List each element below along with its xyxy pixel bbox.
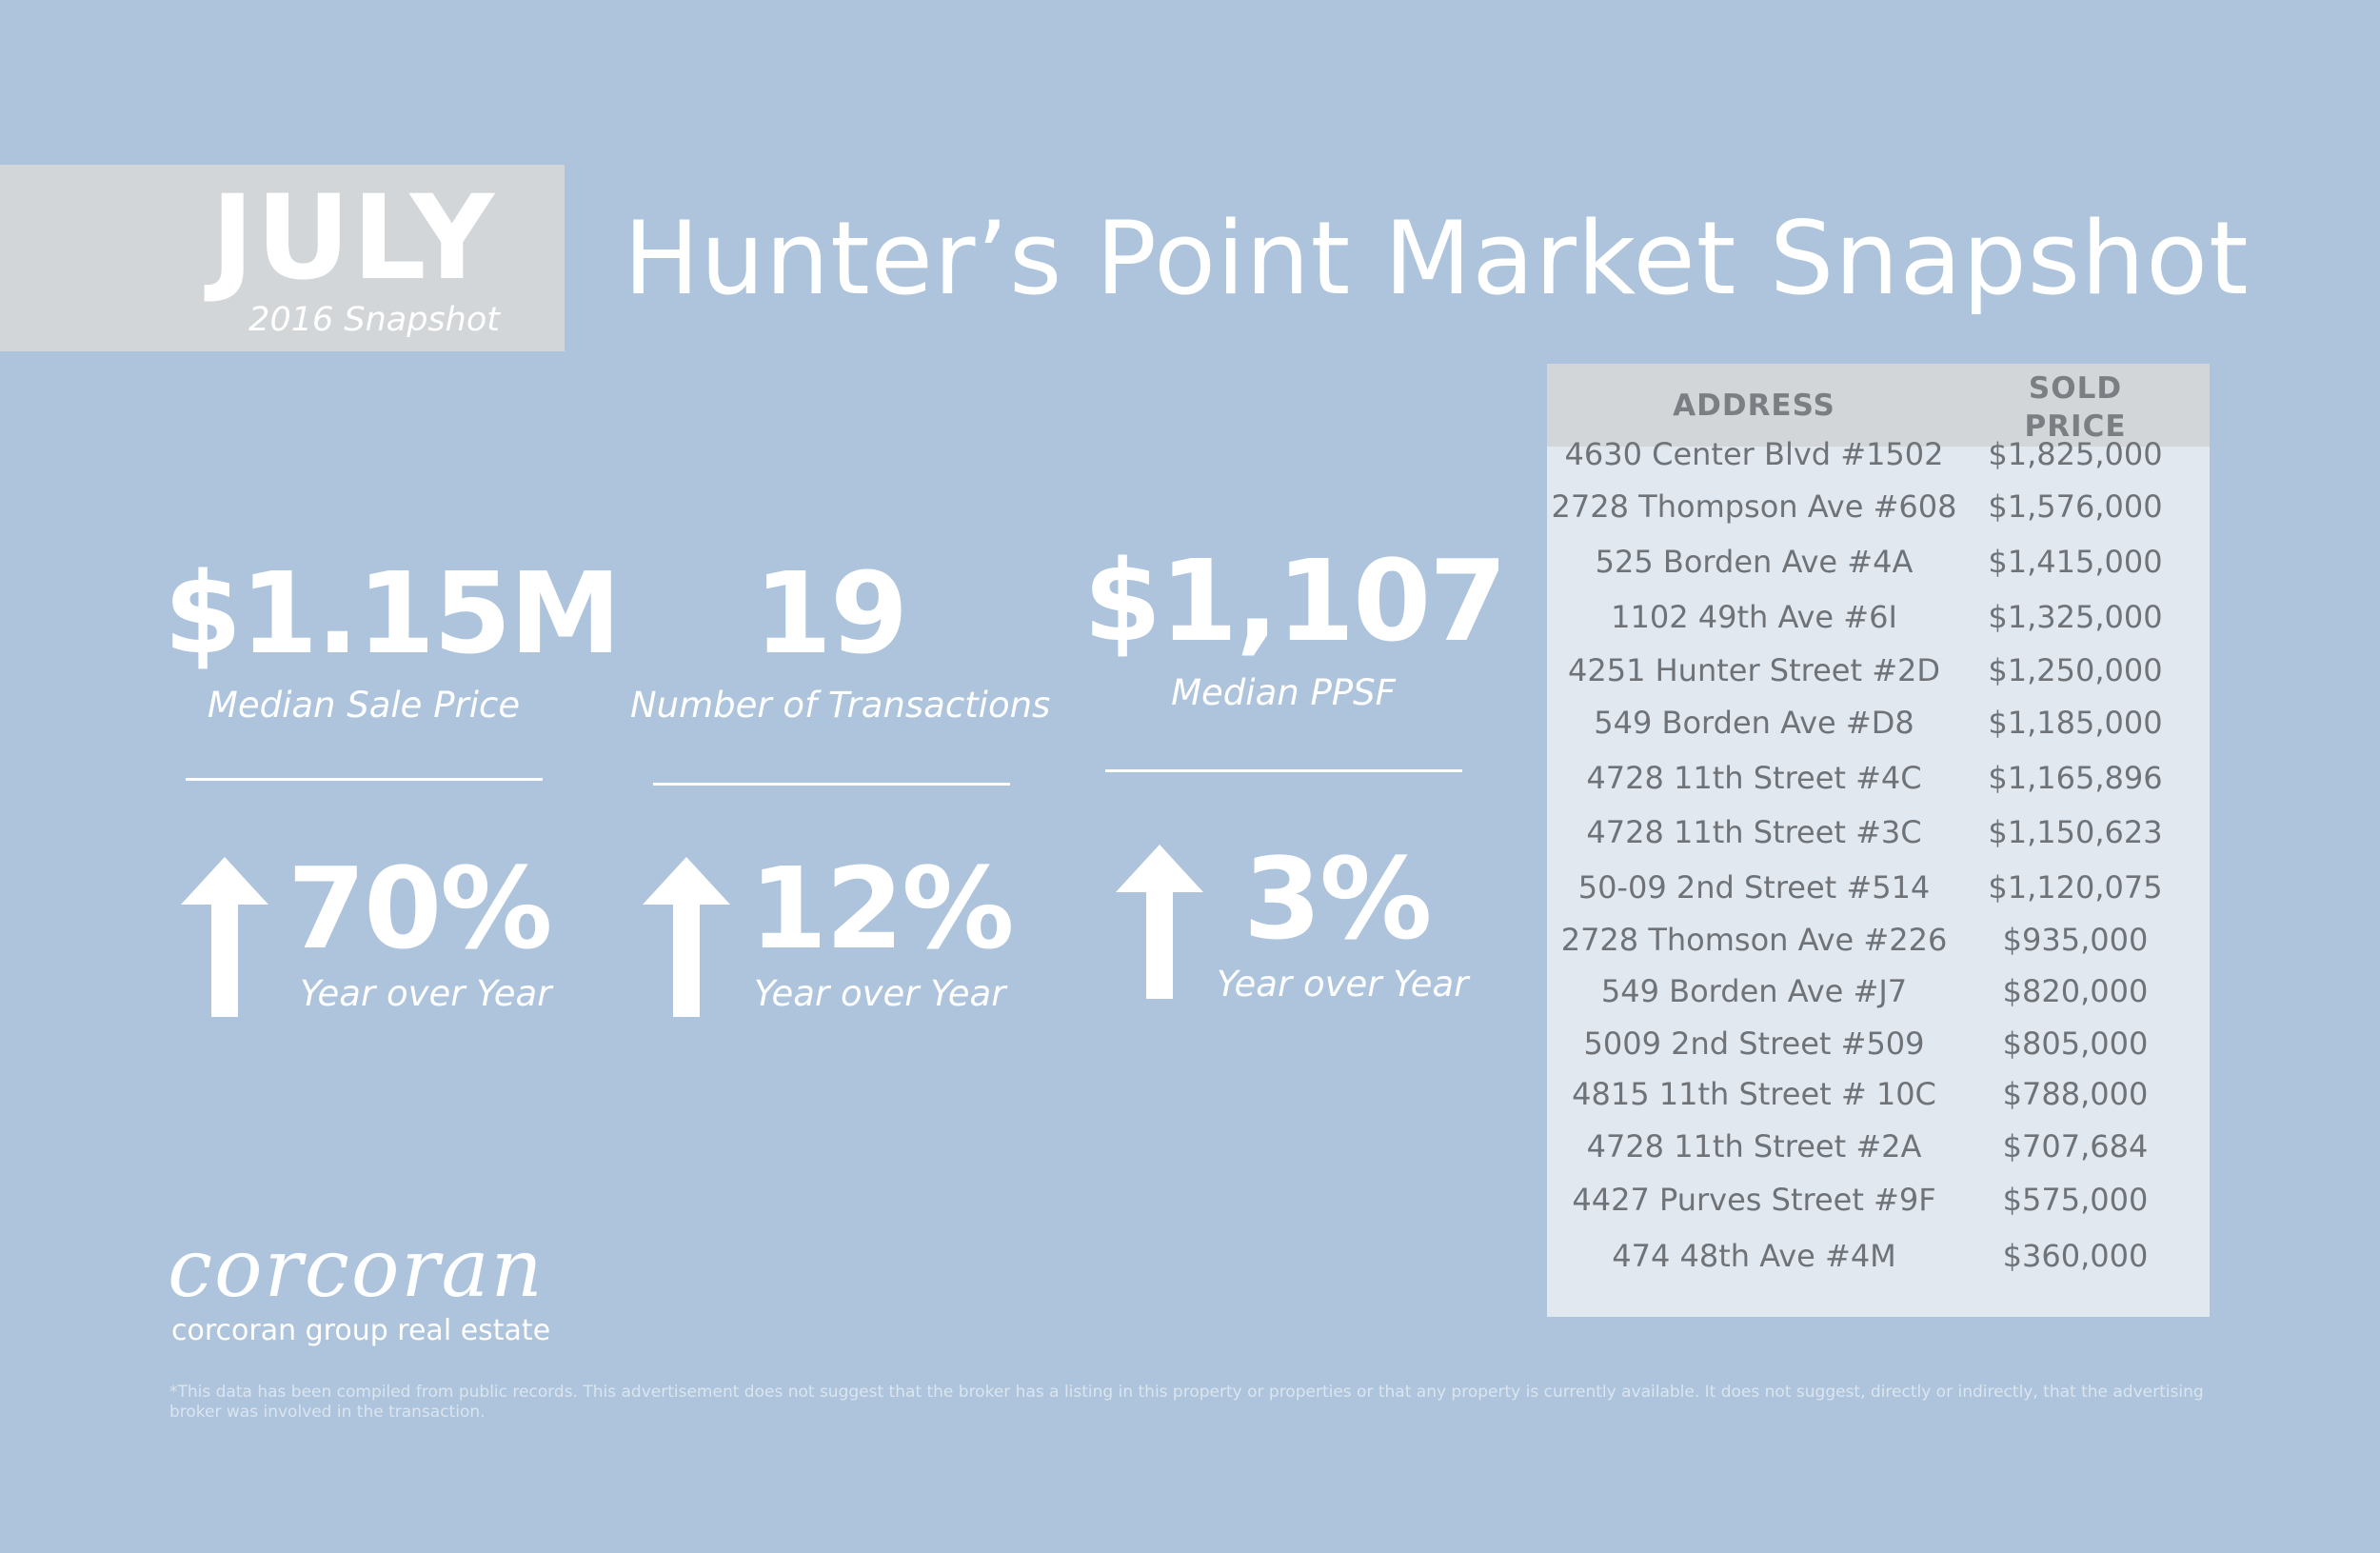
yoy-value: 70% bbox=[288, 843, 552, 974]
stat-value: $1,107 bbox=[1083, 535, 1507, 667]
yoy-value: 3% bbox=[1243, 833, 1432, 965]
table-row: 5009 2nd Street #509 $805,000 bbox=[1547, 1025, 2210, 1064]
month-subtitle: 2016 Snapshot bbox=[248, 301, 500, 339]
stat-value: $1.15M bbox=[164, 548, 622, 679]
cell-price: $935,000 bbox=[2002, 922, 2149, 958]
cell-price: $1,250,000 bbox=[1988, 652, 2163, 688]
table-row: 4728 11th Street #3C $1,150,623 bbox=[1547, 814, 2210, 852]
stat-label: Number of Transactions bbox=[630, 685, 1051, 726]
cell-address: 5009 2nd Street #509 bbox=[1583, 1025, 1925, 1062]
cell-address: 4630 Center Blvd #1502 bbox=[1564, 436, 1944, 472]
table-row: 4251 Hunter Street #2D $1,250,000 bbox=[1547, 652, 2210, 690]
page-title: Hunter’s Point Market Snapshot bbox=[624, 200, 2250, 317]
table-row: 525 Borden Ave #4A $1,415,000 bbox=[1547, 544, 2210, 582]
cell-price: $1,576,000 bbox=[1988, 488, 2163, 525]
table-row: 1102 49th Ave #6I $1,325,000 bbox=[1547, 599, 2210, 637]
yoy-transactions: 12% Year over Year bbox=[643, 852, 1023, 1024]
cell-address: 474 48th Ave #4M bbox=[1612, 1238, 1896, 1274]
cell-address: 549 Borden Ave #J7 bbox=[1600, 973, 1908, 1009]
cell-price: $820,000 bbox=[2002, 973, 2149, 1009]
cell-address: 4728 11th Street #3C bbox=[1586, 814, 1922, 850]
cell-price: $805,000 bbox=[2002, 1025, 2149, 1062]
table-row: 2728 Thompson Ave #608 $1,576,000 bbox=[1547, 488, 2210, 527]
corcoran-logo: corcoran bbox=[168, 1222, 545, 1315]
cell-address: 50-09 2nd Street #514 bbox=[1577, 869, 1931, 906]
table-row: 4728 11th Street #4C $1,165,896 bbox=[1547, 760, 2210, 798]
yoy-label: Year over Year bbox=[754, 973, 1006, 1014]
cell-address: 4251 Hunter Street #2D bbox=[1567, 652, 1940, 688]
column-header-price-line2: PRICE bbox=[2024, 409, 2127, 444]
cell-address: 2728 Thomson Ave #226 bbox=[1560, 922, 1948, 958]
cell-price: $1,415,000 bbox=[1988, 544, 2163, 580]
disclaimer: *This data has been compiled from public… bbox=[169, 1383, 2204, 1422]
sales-table: ADDRESS SOLD PRICE 4630 Center Blvd #150… bbox=[1547, 364, 2210, 1317]
cell-price: $1,150,623 bbox=[1988, 814, 2163, 850]
divider bbox=[1105, 769, 1462, 772]
table-row: 2728 Thomson Ave #226 $935,000 bbox=[1547, 922, 2210, 960]
arrow-up-icon bbox=[181, 857, 268, 1017]
cell-address: 549 Borden Ave #D8 bbox=[1594, 705, 1914, 741]
table-row: 474 48th Ave #4M $360,000 bbox=[1547, 1238, 2210, 1276]
column-header-price-line1: SOLD bbox=[2028, 371, 2123, 406]
cell-address: 4427 Purves Street #9F bbox=[1572, 1182, 1936, 1218]
cell-price: $360,000 bbox=[2002, 1238, 2149, 1274]
arrow-up-icon bbox=[643, 857, 730, 1017]
divider bbox=[186, 778, 543, 781]
cell-price: $1,825,000 bbox=[1988, 436, 2163, 472]
cell-address: 4728 11th Street #4C bbox=[1586, 760, 1922, 796]
yoy-value: 12% bbox=[749, 843, 1014, 974]
table-row: 4815 11th Street # 10C $788,000 bbox=[1547, 1076, 2210, 1114]
column-header-price: SOLD PRICE bbox=[1961, 369, 2190, 446]
stat-median-ppsf: $1,107 Median PPSF bbox=[1083, 535, 1507, 713]
yoy-median-ppsf: 3% Year over Year bbox=[1116, 843, 1497, 1014]
table-header: ADDRESS SOLD PRICE bbox=[1547, 364, 2210, 447]
yoy-median-sale-price: 70% Year over Year bbox=[181, 852, 562, 1024]
logo-tagline: corcoran group real estate bbox=[171, 1314, 551, 1347]
cell-price: $575,000 bbox=[2002, 1182, 2149, 1218]
table-row: 50-09 2nd Street #514 $1,120,075 bbox=[1547, 869, 2210, 907]
column-header-address: ADDRESS bbox=[1673, 388, 1835, 423]
cell-price: $1,165,896 bbox=[1988, 760, 2163, 796]
cell-address: 1102 49th Ave #6I bbox=[1611, 599, 1897, 635]
stat-value: 19 bbox=[753, 548, 908, 679]
cell-price: $1,185,000 bbox=[1988, 705, 2163, 741]
table-row: 549 Borden Ave #D8 $1,185,000 bbox=[1547, 705, 2210, 743]
month-label: JULY bbox=[210, 170, 496, 306]
yoy-label: Year over Year bbox=[1217, 964, 1469, 1005]
yoy-label: Year over Year bbox=[300, 973, 552, 1014]
stat-transactions: 19 Number of Transactions bbox=[630, 548, 1051, 726]
cell-price: $707,684 bbox=[2002, 1128, 2149, 1165]
table-row: 4630 Center Blvd #1502 $1,825,000 bbox=[1547, 436, 2210, 474]
stat-label: Median Sale Price bbox=[207, 685, 521, 726]
cell-price: $788,000 bbox=[2002, 1076, 2149, 1112]
cell-price: $1,120,075 bbox=[1988, 869, 2163, 906]
table-row: 4427 Purves Street #9F $575,000 bbox=[1547, 1182, 2210, 1220]
divider bbox=[653, 783, 1010, 786]
cell-address: 525 Borden Ave #4A bbox=[1595, 544, 1914, 580]
cell-address: 4815 11th Street # 10C bbox=[1572, 1076, 1936, 1112]
month-badge: JULY 2016 Snapshot bbox=[0, 165, 565, 351]
cell-price: $1,325,000 bbox=[1988, 599, 2163, 635]
table-row: 549 Borden Ave #J7 $820,000 bbox=[1547, 973, 2210, 1011]
cell-address: 2728 Thompson Ave #608 bbox=[1551, 488, 1957, 525]
stat-label: Median PPSF bbox=[1171, 672, 1396, 713]
table-row: 4728 11th Street #2A $707,684 bbox=[1547, 1128, 2210, 1166]
arrow-up-icon bbox=[1116, 845, 1203, 999]
cell-address: 4728 11th Street #2A bbox=[1586, 1128, 1922, 1165]
stat-median-sale-price: $1.15M Median Sale Price bbox=[164, 548, 622, 726]
